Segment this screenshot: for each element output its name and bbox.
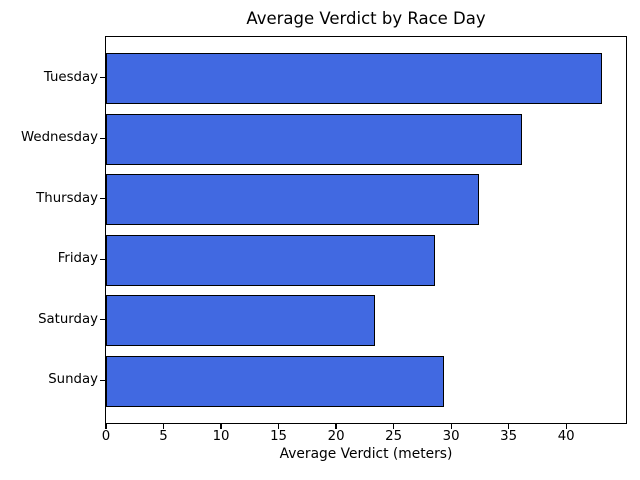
bar-thursday xyxy=(106,174,479,226)
x-axis-label: Average Verdict (meters) xyxy=(279,446,453,462)
y-tick-mark-tuesday xyxy=(100,77,105,79)
x-tick-mark-0 xyxy=(105,424,107,429)
x-tick-label-40: 40 xyxy=(557,429,575,444)
chart-title: Average Verdict by Race Day xyxy=(246,9,486,28)
x-tick-mark-30 xyxy=(450,424,452,429)
bar-tuesday xyxy=(106,53,602,105)
x-tick-mark-20 xyxy=(335,424,337,429)
x-tick-label-10: 10 xyxy=(212,429,230,444)
x-tick-label-20: 20 xyxy=(327,429,345,444)
y-tick-label-tuesday: Tuesday xyxy=(43,69,98,85)
x-tick-mark-25 xyxy=(393,424,395,429)
y-tick-mark-sunday xyxy=(100,379,105,381)
x-tick-label-30: 30 xyxy=(442,429,460,444)
y-tick-label-sunday: Sunday xyxy=(48,372,98,388)
x-tick-mark-40 xyxy=(565,424,567,429)
x-tick-label-25: 25 xyxy=(385,429,403,444)
y-tick-mark-thursday xyxy=(100,198,105,200)
y-tick-mark-friday xyxy=(100,258,105,260)
x-tick-mark-15 xyxy=(277,424,280,429)
x-tick-label-0: 0 xyxy=(101,429,111,444)
bar-wednesday xyxy=(106,113,523,165)
y-tick-label-friday: Friday xyxy=(57,251,98,267)
y-tick-mark-saturday xyxy=(100,319,105,321)
y-tick-label-thursday: Thursday xyxy=(36,190,98,206)
bar-saturday xyxy=(106,295,376,347)
x-tick-label-5: 5 xyxy=(159,429,168,444)
y-tick-label-saturday: Saturday xyxy=(38,311,98,327)
x-tick-mark-35 xyxy=(508,424,510,429)
x-tick-mark-10 xyxy=(220,424,222,429)
y-tick-label-wednesday: Wednesday xyxy=(21,130,98,146)
bar-sunday xyxy=(106,355,445,407)
x-tick-mark-5 xyxy=(162,424,165,429)
plot-area xyxy=(105,36,627,424)
x-tick-label-15: 15 xyxy=(270,429,288,444)
x-tick-label-35: 35 xyxy=(500,429,518,444)
y-tick-mark-wednesday xyxy=(100,137,105,139)
bar-friday xyxy=(106,234,435,286)
